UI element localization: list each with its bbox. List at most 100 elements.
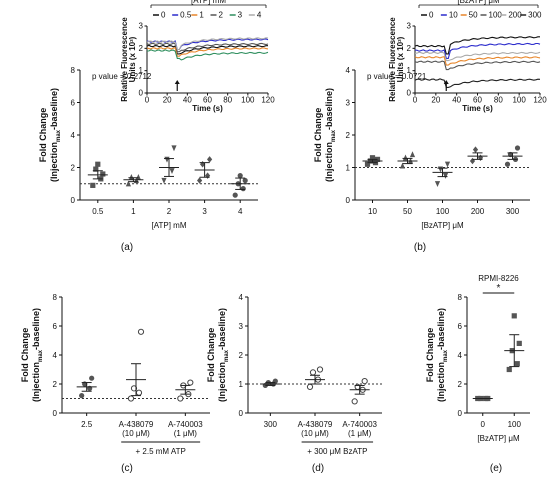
y-axis-sublabel: (Injectionmax-baseline) (436, 308, 449, 402)
y-label-part: -baseline) (31, 308, 41, 350)
data-point (90, 182, 96, 188)
data-point (504, 161, 511, 167)
panel-label-d: (d) (312, 463, 324, 474)
y-tick-label: 4 (53, 351, 58, 360)
x-tick-sublabel: (1 μM) (174, 429, 198, 438)
trace-line (414, 42, 541, 59)
legend-entry-label: 0 (161, 11, 166, 20)
panel-label-b: (b) (414, 242, 426, 253)
data-point (399, 162, 406, 169)
y-label-part: (Injection (436, 362, 446, 402)
data-point (444, 161, 451, 168)
y-label-part: (Injection (31, 362, 41, 402)
inset-x-tick-label: 60 (473, 96, 482, 105)
inset-y-tick-label: 1 (139, 66, 144, 75)
legend-entry-label: 1 (199, 11, 204, 20)
trace-line (146, 42, 269, 53)
panel-a: 0 2 4 6 8 0.5 1 2 3 4 Fold Change (Injectionmax-bas… (38, 66, 258, 230)
significance-mark: * (497, 283, 501, 294)
inset-x-tick-label: 20 (163, 96, 172, 105)
legend-entry-label: 50 (469, 11, 478, 20)
y-tick-label: 0 (71, 196, 76, 205)
y-tick-label: 6 (53, 322, 58, 331)
y-tick-label: 8 (71, 66, 76, 75)
data-point (79, 393, 85, 399)
data-point (351, 398, 358, 405)
inset-x-axis-label: Time (s) (192, 104, 223, 113)
data-point (89, 375, 95, 381)
x-tick-label: A-740003 (168, 420, 203, 429)
panel-c: 0 2 4 6 8 2.5 A-438079(10 μM) A-740003(1 μM) Fol… (20, 293, 210, 456)
inset-y-tick-label: 2 (139, 44, 144, 53)
inset-y-axis-label: Relative Fluorescence (120, 17, 129, 102)
inset-y-axis-sublabel: Units (x 103) (396, 36, 405, 82)
trace-line (146, 44, 268, 55)
data-point (402, 154, 409, 161)
inset-legend: [ATP] mM 0 0.5 1 2 3 4 (150, 0, 267, 20)
y-axis-sublabel: (Injectionmax-baseline) (217, 308, 230, 402)
x-tick-label: A-438079 (298, 420, 333, 429)
trace-line (414, 56, 541, 66)
y-axis-sublabel: (Injectionmax-baseline) (49, 88, 62, 182)
data-point (205, 172, 211, 179)
legend-title: [BzATP] μM (457, 0, 500, 5)
y-tick-label: 8 (53, 293, 58, 302)
y-tick-label: 3 (239, 322, 244, 331)
trace-line (414, 36, 540, 55)
y-tick-label: 0 (458, 409, 463, 418)
data-point (242, 177, 248, 184)
y-tick-label: 4 (346, 66, 351, 75)
group-label: + 300 μM BzATP (307, 447, 367, 456)
x-tick-label: 200 (471, 207, 485, 216)
inset-x-tick-label: 20 (431, 96, 440, 105)
group-label: + 2.5 mM ATP (136, 447, 186, 456)
trace-line (146, 38, 269, 51)
y-tick-label: 8 (458, 293, 463, 302)
x-tick-label: 2 (167, 207, 172, 216)
inset-y-label-part: 3 (397, 39, 402, 42)
y-label-part: (Injection (217, 362, 227, 402)
inset-x-tick-label: 0 (413, 96, 418, 105)
data-point (232, 192, 238, 198)
legend-entry-label: 10 (449, 11, 458, 20)
data-point (100, 171, 106, 177)
panel-label-c: (c) (121, 463, 133, 474)
y-label-part: -baseline) (49, 88, 59, 130)
y-tick-label: 2 (458, 380, 463, 389)
y-label-subscript: max (56, 129, 62, 142)
inset-x-tick-label: 40 (183, 96, 192, 105)
x-axis-label: [ATP] mM (152, 221, 187, 230)
trace-line (414, 51, 541, 62)
inset-y-axis-label: Relative Fluorescence (388, 17, 397, 102)
inset-y-label-part: Units (x 10 (396, 41, 405, 82)
x-tick-label: A-740003 (342, 420, 377, 429)
legend-entry-label: 4 (257, 11, 262, 20)
x-tick-label: 300 (264, 420, 278, 429)
y-label-part: (Injection (49, 142, 59, 182)
legend-title: [ATP] mM (191, 0, 226, 5)
data-point (469, 157, 476, 165)
inset-y-label-part: ) (396, 36, 405, 39)
data-point (177, 395, 184, 402)
y-label-part: (Injection (324, 142, 334, 182)
panel-e: 0 2 4 6 8 0 100 Fold Change (Injectionmax-baseli… (425, 274, 530, 443)
p-value-annotation: p value = 0.0721 (367, 72, 427, 81)
trace-line (146, 37, 269, 51)
legend-entry-label: 100 (489, 11, 503, 20)
panel-label-a: (a) (121, 242, 133, 253)
x-tick-label: 1 (131, 207, 136, 216)
data-point (137, 328, 145, 335)
y-tick-label: 6 (458, 322, 463, 331)
data-point (169, 168, 175, 174)
inset-x-tick-label: 100 (241, 96, 255, 105)
inset-y-tick-label: 3 (139, 22, 144, 31)
x-tick-label: 10 (368, 207, 377, 216)
inset-y-label-part: Units (x 10 (128, 41, 137, 82)
trace-line (146, 49, 269, 61)
data-point (171, 145, 177, 152)
x-tick-label: 50 (403, 207, 412, 216)
y-label-subscript: max (224, 349, 230, 362)
